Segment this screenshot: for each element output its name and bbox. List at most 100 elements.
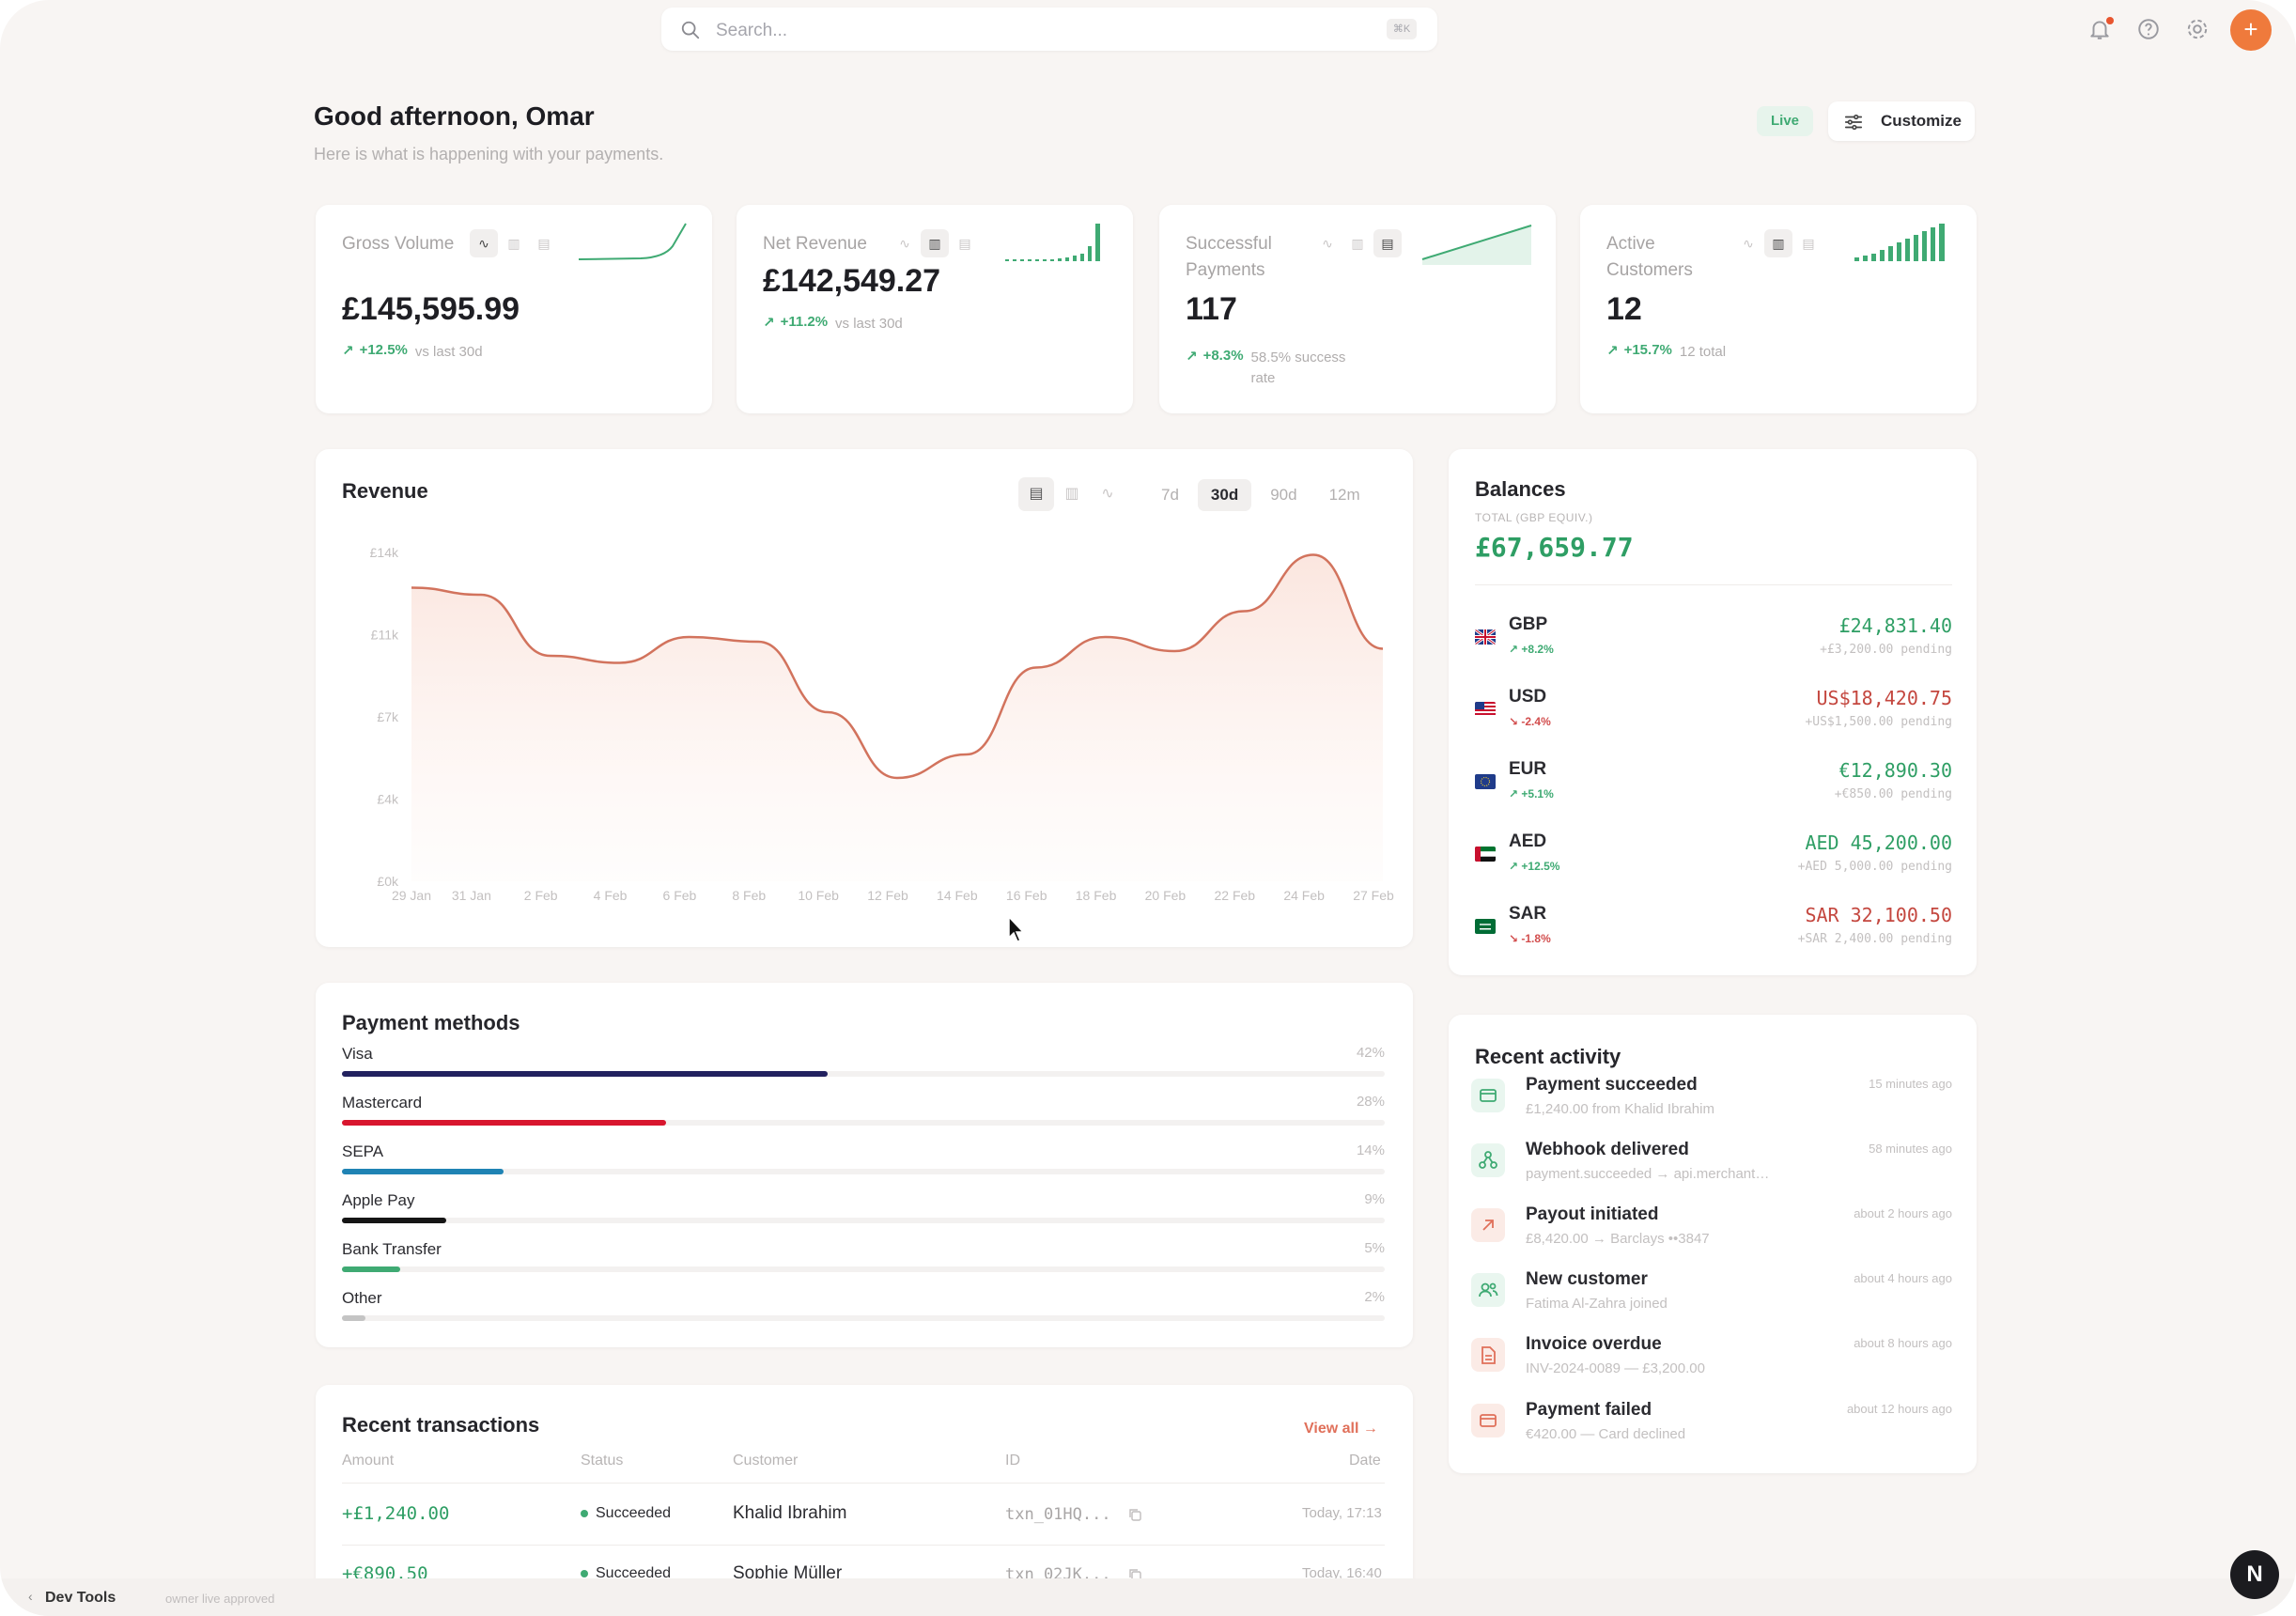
progress-fill bbox=[342, 1120, 666, 1126]
x-tick-label: 10 Feb bbox=[798, 888, 839, 903]
kpi-chart-toggle: ∿ ▥ ▤ bbox=[1734, 229, 1824, 257]
bar-chart-icon[interactable]: ▥ bbox=[507, 236, 520, 251]
saudi-flag-icon bbox=[1475, 919, 1496, 934]
next-devtools-button[interactable]: N bbox=[2230, 1550, 2279, 1599]
range-90d[interactable]: 90d bbox=[1270, 486, 1297, 504]
bar-chart-icon[interactable]: ▥ bbox=[1351, 236, 1364, 251]
customize-button[interactable]: Customize bbox=[1828, 101, 1975, 141]
search-bar[interactable]: Search... ⌘K bbox=[661, 8, 1437, 51]
tx-customer: Sophie Müller bbox=[733, 1563, 843, 1583]
kpi-card-net-revenue[interactable]: Net Revenue ∿ ▥ ▤ £142,549.27 ↗ +11.2% v… bbox=[737, 205, 1133, 413]
column-header-status[interactable]: Status bbox=[581, 1453, 624, 1468]
activity-item[interactable]: Payment failed €420.00 — Card declined a… bbox=[1471, 1400, 1952, 1460]
kpi-chart-toggle: ∿ ▥ ▤ bbox=[470, 229, 560, 257]
balance-row-gbp[interactable]: GBP ↗ +8.2% £24,831.40 +£3,200.00 pendin… bbox=[1475, 613, 1952, 678]
bell-icon[interactable] bbox=[2087, 17, 2112, 41]
bar-chart-icon[interactable]: ▥ bbox=[1764, 229, 1792, 257]
column-header-date[interactable]: Date bbox=[1349, 1453, 1381, 1468]
dev-tools-bar[interactable]: ‹ Dev Tools owner live approved bbox=[0, 1578, 2296, 1616]
activity-item[interactable]: Invoice overdue INV-2024-0089 — £3,200.0… bbox=[1471, 1334, 1952, 1394]
column-header-customer[interactable]: Customer bbox=[733, 1453, 799, 1468]
balances-card bbox=[1449, 449, 1977, 975]
range-12m[interactable]: 12m bbox=[1328, 486, 1360, 504]
column-header-amount[interactable]: Amount bbox=[342, 1453, 395, 1468]
range-30d[interactable]: 30d bbox=[1197, 479, 1252, 511]
gear-icon[interactable] bbox=[2185, 17, 2210, 41]
tx-customer: Khalid Ibrahim bbox=[733, 1503, 847, 1523]
balance-row-eur[interactable]: EUR ↗ +5.1% €12,890.30 +€850.00 pending bbox=[1475, 757, 1952, 823]
view-all-link[interactable]: View all → bbox=[1304, 1421, 1378, 1437]
balance-row-aed[interactable]: AED ↗ +12.5% AED 45,200.00 +AED 5,000.00… bbox=[1475, 830, 1952, 895]
tx-date: Today, 17:13 bbox=[1302, 1505, 1382, 1521]
column-header-id[interactable]: ID bbox=[1005, 1453, 1020, 1468]
payment-method-name: Visa bbox=[342, 1045, 373, 1063]
search-shortcut: ⌘K bbox=[1387, 19, 1417, 39]
dev-tools-meta: owner live approved bbox=[165, 1592, 275, 1606]
payment-method-name: SEPA bbox=[342, 1142, 384, 1160]
x-tick-label: 29 Jan bbox=[392, 888, 431, 903]
progress-track bbox=[342, 1071, 1385, 1077]
balance-row-sar[interactable]: SAR ↘ -1.8% SAR 32,100.50 +SAR 2,400.00 … bbox=[1475, 902, 1952, 968]
x-tick-label: 2 Feb bbox=[524, 888, 558, 903]
revenue-chart[interactable]: £14k £11k £7k £4k £0k 29 Jan 31 Jan 2 Feb 4 Feb… bbox=[342, 536, 1400, 911]
line-chart-icon[interactable]: ∿ bbox=[899, 236, 910, 251]
tx-amount: +£1,240.00 bbox=[342, 1503, 450, 1524]
kpi-card-successful-payments[interactable]: Successful Payments ∿ ▥ ▤ 117 ↗ +8.3% 58… bbox=[1159, 205, 1556, 413]
line-chart-icon[interactable]: ∿ bbox=[470, 229, 498, 257]
trend-up-icon: ↗ bbox=[342, 343, 354, 359]
kpi-label: Successful Payments bbox=[1186, 234, 1272, 280]
payment-method-percent: 28% bbox=[1356, 1094, 1385, 1110]
area-chart-icon[interactable]: ▤ bbox=[1802, 236, 1815, 251]
payment-method-percent: 2% bbox=[1364, 1289, 1385, 1305]
kpi-value: 117 bbox=[1186, 291, 1237, 327]
copy-icon[interactable] bbox=[1127, 1507, 1142, 1522]
x-tick-label: 31 Jan bbox=[452, 888, 491, 903]
kpi-sparkline bbox=[1421, 225, 1532, 265]
kpi-card-active-customers[interactable]: Active Customers ∿ ▥ ▤ 12 ↗ +15.7% 12 to… bbox=[1580, 205, 1977, 413]
chevron-left-icon: ‹ bbox=[28, 1589, 33, 1604]
x-tick-label: 22 Feb bbox=[1214, 888, 1255, 903]
area-chart-icon[interactable]: ▤ bbox=[537, 236, 551, 251]
help-icon[interactable] bbox=[2136, 17, 2161, 41]
avatar[interactable]: + bbox=[2230, 9, 2272, 51]
area-chart-icon[interactable]: ▤ bbox=[1018, 477, 1054, 511]
line-chart-icon[interactable]: ∿ bbox=[1743, 236, 1754, 251]
activity-item[interactable]: Payment succeeded £1,240.00 from Khalid … bbox=[1471, 1075, 1952, 1135]
y-tick-label: £0k bbox=[377, 874, 399, 889]
customize-label: Customize bbox=[1881, 112, 1962, 130]
bar-chart-icon[interactable]: ▥ bbox=[921, 229, 949, 257]
y-tick-label: £11k bbox=[371, 628, 399, 643]
kpi-card-gross-volume[interactable]: Gross Volume ∿ ▥ ▤ £145,595.99 ↗ +12.5% … bbox=[316, 205, 712, 413]
area-chart-icon[interactable]: ▤ bbox=[958, 236, 971, 251]
payment-method-row: Bank Transfer 5% bbox=[342, 1240, 1385, 1287]
balances-total-label: TOTAL (GBP EQUIV.) bbox=[1475, 511, 1593, 524]
live-badge[interactable]: Live bbox=[1757, 106, 1813, 136]
progress-fill bbox=[342, 1071, 829, 1077]
users-icon bbox=[1471, 1273, 1505, 1307]
x-tick-label: 14 Feb bbox=[937, 888, 978, 903]
search-placeholder: Search... bbox=[716, 21, 788, 40]
area-chart-icon[interactable]: ▤ bbox=[1373, 229, 1402, 257]
activity-item[interactable]: Webhook delivered payment.succeeded → ap… bbox=[1471, 1140, 1952, 1200]
activity-item[interactable]: New customer Fatima Al-Zahra joined abou… bbox=[1471, 1269, 1952, 1329]
balance-row-usd[interactable]: USD ↘ -2.4% US$18,420.75 +US$1,500.00 pe… bbox=[1475, 685, 1952, 751]
line-chart-icon[interactable]: ∿ bbox=[1101, 486, 1114, 502]
x-tick-label: 4 Feb bbox=[594, 888, 628, 903]
progress-track bbox=[342, 1169, 1385, 1174]
uae-flag-icon bbox=[1475, 847, 1496, 862]
us-flag-icon bbox=[1475, 702, 1496, 717]
bar-chart-icon[interactable]: ▥ bbox=[1064, 486, 1079, 502]
payment-method-percent: 5% bbox=[1364, 1240, 1385, 1256]
y-tick-label: £4k bbox=[377, 792, 399, 807]
range-7d[interactable]: 7d bbox=[1161, 486, 1179, 504]
kpi-delta: ↗ +11.2% vs last 30d bbox=[763, 314, 903, 332]
payment-method-row: Apple Pay 9% bbox=[342, 1191, 1385, 1238]
progress-fill bbox=[342, 1315, 365, 1321]
line-chart-icon[interactable]: ∿ bbox=[1322, 236, 1333, 251]
kpi-label: Net Revenue bbox=[763, 234, 867, 254]
dev-tools-label[interactable]: Dev Tools bbox=[45, 1590, 116, 1606]
kpi-chart-toggle: ∿ ▥ ▤ bbox=[1313, 229, 1404, 257]
kpi-value: 12 bbox=[1606, 291, 1642, 327]
activity-item[interactable]: Payout initiated £8,420.00 → Barclays ••… bbox=[1471, 1204, 1952, 1265]
